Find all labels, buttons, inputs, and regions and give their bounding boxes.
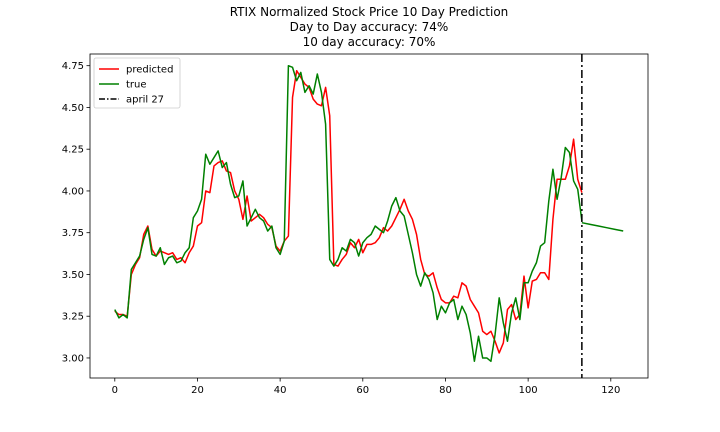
x-tick-label: 80 [439,385,452,396]
x-tick-label: 60 [356,385,369,396]
series-line-predicted [114,69,583,354]
y-tick-label: 4.75 [62,61,84,72]
x-tick-label: 120 [601,385,620,396]
y-tick-label: 3.00 [62,353,84,364]
chart-title-line-3: 10 day accuracy: 70% [303,35,436,49]
legend-box [93,57,181,109]
y-tick-label: 3.50 [62,270,84,281]
x-tick-label: 20 [191,385,204,396]
series-line-true [114,64,583,363]
y-tick-label: 4.00 [62,186,84,197]
legend: predicted true april 27 [93,57,181,109]
x-tick-label: 0 [112,385,118,396]
chart-title: RTIX Normalized Stock Price 10 Day Predi… [230,5,509,49]
x-tick-label: 100 [519,385,538,396]
y-tick-label: 4.50 [62,103,84,114]
axes: 0 20 40 60 80 100 120 3.00 3.25 3.50 3.75 4.00 4.25 4… [62,53,649,396]
plot-area [114,54,624,378]
axes-frame [89,53,649,379]
y-tick-label: 3.25 [62,312,84,323]
legend-label-april-27: april 27 [126,95,164,106]
legend-label-predicted: predicted [126,65,173,76]
chart-title-line-1: RTIX Normalized Stock Price 10 Day Predi… [230,5,509,19]
chart-title-line-2: Day to Day accuracy: 74% [290,20,449,34]
x-tick-label: 40 [274,385,287,396]
y-tick-label: 4.25 [62,145,84,156]
legend-label-true: true [126,80,147,91]
series-line-forecast [581,221,624,232]
y-tick-label: 3.75 [62,228,84,239]
